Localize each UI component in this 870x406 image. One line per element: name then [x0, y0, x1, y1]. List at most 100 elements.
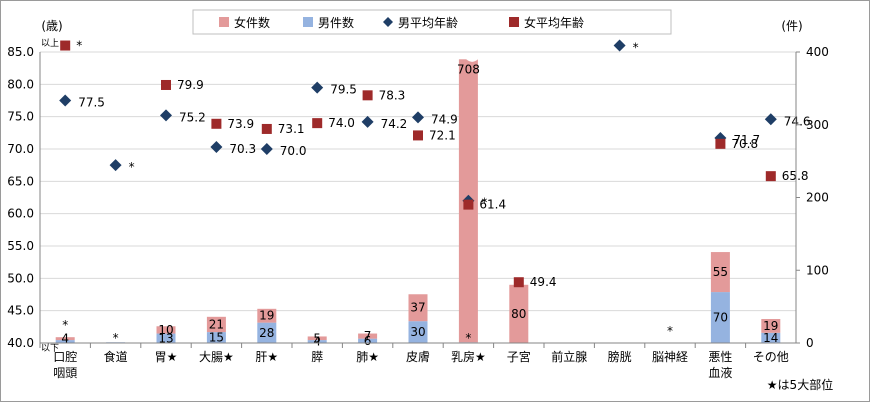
female-age-label: 78.3 [379, 88, 406, 102]
bar-note-mark: * [667, 324, 673, 338]
female-bar [509, 284, 529, 343]
male-bar [156, 333, 176, 343]
left-tick-label: 75.0 [7, 110, 34, 124]
legend-label: 女平均年齢 [524, 15, 584, 30]
male-value-label: 13 [158, 331, 173, 345]
footnote: ★は5大部位 [767, 377, 833, 392]
female-age-marker [261, 123, 272, 134]
male-age-label: * [129, 160, 135, 174]
right-tick-label: 400 [806, 45, 829, 59]
female-value-label: 19 [763, 319, 778, 333]
left-tick-label: 85.0 [7, 45, 34, 59]
female-age-label: 73.9 [227, 117, 254, 131]
bar-break-mark [456, 54, 478, 62]
x-tick-label: 皮膚 [406, 349, 430, 364]
x-tick-label: 膵 [311, 350, 323, 364]
male-age-marker [59, 94, 72, 107]
male-value-label: * [113, 331, 119, 345]
female-bar [206, 316, 226, 333]
male-age-marker [160, 109, 172, 122]
female-value-label: 5 [313, 331, 321, 345]
male-bar [761, 332, 781, 343]
female-age-label: 74.0 [328, 116, 355, 130]
right-tick-label: 300 [806, 118, 829, 132]
female-value-label: 37 [410, 301, 425, 315]
male-bar [307, 340, 327, 343]
male-bar [710, 292, 730, 343]
female-bar [156, 326, 176, 334]
female-age-label: * [76, 39, 82, 53]
male-value-label: 30 [410, 325, 425, 339]
male-age-label: 74.2 [381, 117, 408, 131]
female-age-label: 70.8 [731, 137, 758, 151]
female-bar [307, 336, 327, 341]
male-age-label: * [481, 196, 487, 210]
male-age-label: * [633, 41, 639, 55]
male-age-label: 70.0 [280, 144, 307, 158]
male-bar [206, 332, 226, 343]
female-value-label: 7 [364, 329, 372, 343]
marker-layer: 77.5 * 75.2 70.3 70.0 79.5 74.2 74.9 * * 71.7 74.6 *… [59, 39, 811, 289]
x-tick-label: 食道 [104, 349, 128, 364]
female-age-label: 79.9 [177, 78, 204, 92]
x-tick-label: 咽頭 [53, 366, 77, 380]
male-age-label: 71.7 [733, 133, 760, 147]
female-bar [257, 308, 277, 323]
female-age-marker [60, 40, 71, 51]
female-age-label: 73.1 [278, 122, 305, 136]
female-age-label: 72.1 [429, 128, 456, 142]
legend-box [192, 9, 672, 35]
female-age-marker [312, 118, 323, 129]
female-age-label: 65.8 [782, 169, 809, 183]
left-tick-label: 80.0 [7, 77, 34, 91]
x-tick-label: 乳房★ [451, 349, 486, 364]
legend-swatch-male [303, 17, 313, 27]
left-tick-label: 60.0 [7, 207, 34, 221]
axes-layer: 40.0 45.0 50.0 55.0 60.0 65.0 70.0 75.0 80.0 85.0… [7, 45, 829, 380]
x-tick-label: 脳神経 [652, 350, 688, 364]
x-tick-label: 肝★ [255, 350, 278, 364]
male-value-label: * [465, 331, 471, 345]
right-tick-label: 200 [806, 191, 829, 205]
bar-note-mark: * [62, 318, 68, 332]
right-tick-label: 0 [806, 336, 814, 350]
legend-label: 男件数 [318, 15, 354, 30]
female-value-label: 80 [511, 307, 526, 321]
x-tick-label: 膀胱 [608, 349, 632, 364]
legend-swatch-female [219, 17, 229, 27]
female-age-label: 49.4 [530, 275, 557, 289]
female-bar [55, 337, 75, 341]
male-age-marker [109, 159, 122, 172]
male-value-label: 70 [713, 311, 728, 325]
female-age-label: 61.4 [479, 198, 506, 212]
top-note: 以上 [41, 38, 59, 49]
male-value-label: 4 [313, 335, 321, 349]
female-age-marker [413, 130, 423, 141]
male-age-marker [210, 141, 223, 154]
female-value-label: 708 [457, 62, 480, 76]
x-tick-label: 子宮 [507, 349, 531, 364]
x-tick-label: 口腔 [53, 349, 77, 364]
left-tick-label: 70.0 [7, 142, 34, 156]
male-age-marker [613, 39, 626, 52]
x-tick-label: 血液 [708, 365, 732, 380]
x-tick-label: 前立腺 [551, 349, 587, 364]
male-age-label: 75.2 [179, 110, 206, 124]
female-value-label: 55 [713, 265, 728, 279]
female-value-label: 21 [209, 317, 224, 331]
female-bar [408, 294, 428, 322]
legend-label: 男平均年齢 [398, 15, 458, 30]
male-age-label: 74.9 [431, 112, 458, 126]
female-bar [358, 333, 378, 339]
left-tick-label: 45.0 [7, 304, 34, 318]
male-age-label: 70.3 [229, 142, 256, 156]
female-bar [710, 252, 730, 293]
legend: 女件数 男件数 男平均年齢 女平均年齢 [192, 9, 672, 35]
x-tick-label: 悪性 [708, 350, 732, 364]
legend-marker-male-age [383, 17, 393, 27]
bottom-note: 以下 [41, 344, 59, 354]
left-tick-label: 55.0 [7, 239, 34, 253]
